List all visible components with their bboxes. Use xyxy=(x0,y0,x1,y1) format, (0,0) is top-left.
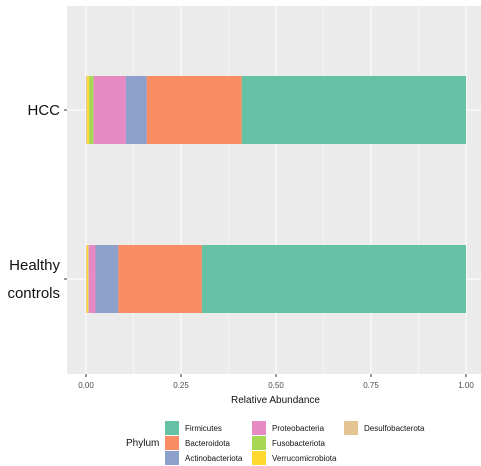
bar-segment-bacteroidota xyxy=(118,245,202,313)
bar-segment-desulfobacterota xyxy=(86,245,87,313)
bar-segment-firmicutes xyxy=(201,245,466,313)
x-tick-label: 1.00 xyxy=(458,381,474,390)
bar-segment-verrucomicrobiota xyxy=(87,76,90,144)
x-tick-label: 0.50 xyxy=(268,381,284,390)
legend-title: Phylum xyxy=(126,438,159,449)
category-axis: HCC Healthy controls xyxy=(7,102,67,302)
legend-key-verrucomicrobiota xyxy=(252,451,266,465)
value-axis: 0.00 0.25 0.50 0.75 1.00 xyxy=(78,374,474,390)
bar-segment-verrucomicrobiota xyxy=(86,245,89,313)
plot-panel xyxy=(67,6,481,374)
bar-segment-actinobacteriota xyxy=(95,245,119,313)
bar-segment-desulfobacterota xyxy=(86,76,88,144)
legend-label: Bacteroidota xyxy=(185,439,230,448)
legend-label: Proteobacteria xyxy=(272,424,325,433)
x-tick-label: 0.25 xyxy=(173,381,189,390)
legend-key-bacteroidota xyxy=(165,436,179,450)
x-axis-title: Relative Abundance xyxy=(231,395,320,406)
legend-key-fusobacteriota xyxy=(252,436,266,450)
legend: Phylum Firmicutes Bacteroidota Actinobacte… xyxy=(126,421,425,465)
bar-segment-fusobacteriota xyxy=(89,76,94,144)
legend-label: Fusobacteriota xyxy=(272,439,325,448)
category-tick-label: Healthy controls xyxy=(7,257,60,302)
category-tick-label: HCC xyxy=(28,102,61,119)
bar-segment-actinobacteriota xyxy=(125,76,147,144)
bars xyxy=(86,76,466,313)
legend-label: Verrucomicrobiota xyxy=(272,454,337,463)
legend-key-proteobacteria xyxy=(252,421,266,435)
bar-segment-proteobacteria xyxy=(88,245,96,313)
legend-key-desulfobacterota xyxy=(344,421,358,435)
legend-key-actinobacteriota xyxy=(165,451,179,465)
legend-label: Actinobacteriota xyxy=(185,454,243,463)
legend-label: Firmicutes xyxy=(185,424,222,433)
x-tick-label: 0.00 xyxy=(78,381,94,390)
legend-label: Desulfobacterota xyxy=(364,424,425,433)
legend-key-firmicutes xyxy=(165,421,179,435)
bar-segment-bacteroidota xyxy=(146,76,242,144)
bar-segment-firmicutes xyxy=(241,76,466,144)
bar-segment-proteobacteria xyxy=(93,76,126,144)
x-tick-label: 0.75 xyxy=(363,381,379,390)
